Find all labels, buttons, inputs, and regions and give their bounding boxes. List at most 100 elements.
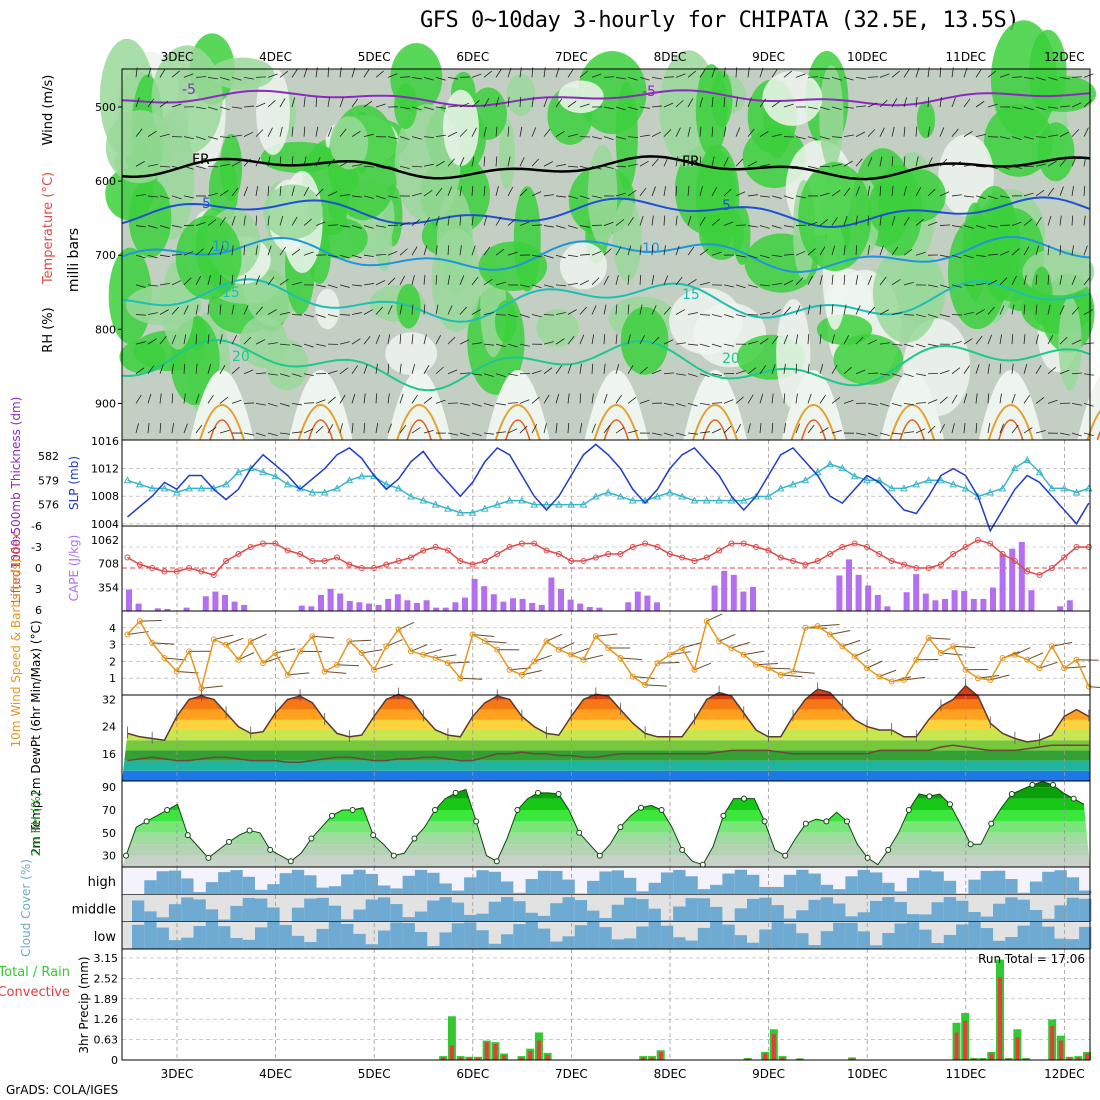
wind-barb [903, 282, 914, 286]
temp-isotherm-hot [406, 419, 432, 441]
wind-speed-point [1073, 656, 1080, 663]
lifted-index-point [716, 547, 723, 554]
wind-barb [783, 423, 787, 434]
lifted-index-point [247, 544, 254, 550]
cape-bar [865, 585, 872, 611]
wind-barb [303, 343, 314, 348]
wind-barb [171, 306, 180, 315]
cloud-cover-bar [833, 889, 846, 895]
wind-barb [459, 129, 468, 137]
date-label-bottom: 7DEC [555, 1067, 588, 1081]
wind-barb [1059, 369, 1070, 375]
wind-barb [1059, 215, 1062, 226]
wind-barb [219, 364, 226, 374]
wind-barb [1071, 372, 1083, 375]
wind-barb [303, 314, 314, 318]
cloud-cover-bar [599, 927, 612, 949]
wind-barb [975, 225, 986, 229]
wind-barb [651, 158, 659, 167]
cloud-cover-bar [648, 908, 661, 922]
wind-barb [1011, 424, 1019, 434]
wind-barb [267, 403, 278, 407]
cloud-cover-bar [205, 909, 219, 922]
wind-barb [651, 215, 654, 226]
wind-speed-point [358, 650, 365, 656]
cloud-cover-bar [956, 900, 969, 922]
wind-barb [147, 254, 158, 259]
wind-barb [255, 185, 259, 196]
wind-barb [987, 334, 992, 345]
wind-barb [963, 284, 974, 287]
wind-barb [591, 305, 597, 315]
wind-barb [159, 68, 166, 78]
precip-convective-bar [536, 1040, 541, 1060]
wind-barb [231, 366, 240, 375]
cloud-cover-bar [968, 879, 981, 895]
cape-bar [999, 554, 1006, 611]
wind-barb [1011, 221, 1022, 226]
rh-point [823, 818, 830, 825]
cloud-cover-bar [156, 871, 169, 895]
wind-barb [675, 156, 679, 167]
cape-bar [471, 578, 478, 611]
rh-region [256, 67, 290, 155]
thickness-point [431, 500, 440, 508]
cloud-cover-bar [870, 945, 883, 949]
wind-barb [423, 274, 426, 285]
wind-barb [507, 373, 518, 376]
cape-bar [740, 591, 747, 611]
wind-speed-point [1024, 656, 1031, 663]
wind-barb [176, 670, 199, 674]
wind-speed-point [420, 651, 427, 658]
wind-speed-point [974, 675, 981, 682]
wind-barb [807, 363, 810, 374]
cloud-cover-bar [193, 899, 206, 922]
cloud-cover-bar [660, 872, 674, 895]
thickness-point [986, 488, 995, 496]
wind-barb [231, 215, 236, 226]
lifted-index-point [531, 540, 538, 547]
wind-barb [279, 312, 290, 315]
wind-barb [867, 432, 878, 437]
precip-tick-label: 3.15 [94, 952, 119, 965]
wind-barb [747, 394, 754, 404]
thickness-point [702, 496, 711, 504]
wind-barb [795, 250, 806, 256]
wind-barb [1047, 245, 1050, 256]
wind-barb [951, 225, 962, 228]
thickness-point [135, 480, 144, 488]
wind-barb [459, 245, 462, 256]
wind-barb [1035, 216, 1042, 226]
cloud-cover-bar [783, 874, 797, 895]
wind-barb [147, 338, 157, 345]
panel-precip-border [121, 948, 1091, 1061]
wind-barb [435, 335, 441, 345]
lifted-index-point [481, 558, 488, 564]
wind-barb [1083, 403, 1094, 407]
wind-barb [399, 424, 407, 434]
precip-convective-bar [449, 1045, 454, 1060]
credit-label: GrADS: COLA/IGES [6, 1083, 119, 1097]
lifted-index-point [1073, 544, 1080, 550]
y-tick-label: 800 [95, 323, 116, 336]
wind-barb [723, 96, 726, 108]
wind-barb [567, 283, 578, 286]
cloud-cover-bar [378, 930, 391, 949]
thickness-point [172, 488, 181, 496]
wind-barb [939, 191, 950, 197]
lifted-index-point [543, 547, 550, 554]
cloud-cover-bar [378, 897, 391, 922]
cloud-cover-bar [304, 942, 317, 949]
wind-barb [267, 342, 278, 345]
thickness-point [234, 468, 243, 476]
cloud-cover-bar [168, 904, 182, 922]
wind-barb [183, 277, 192, 286]
wind-barb [783, 306, 791, 315]
wind-barb [435, 245, 438, 256]
wind-barb [675, 342, 686, 345]
wind-barb [183, 423, 188, 434]
wind-barb [759, 284, 770, 287]
wind-barb [771, 282, 782, 286]
wind-barb [447, 215, 450, 226]
precip-convective-bar [1076, 1057, 1081, 1060]
